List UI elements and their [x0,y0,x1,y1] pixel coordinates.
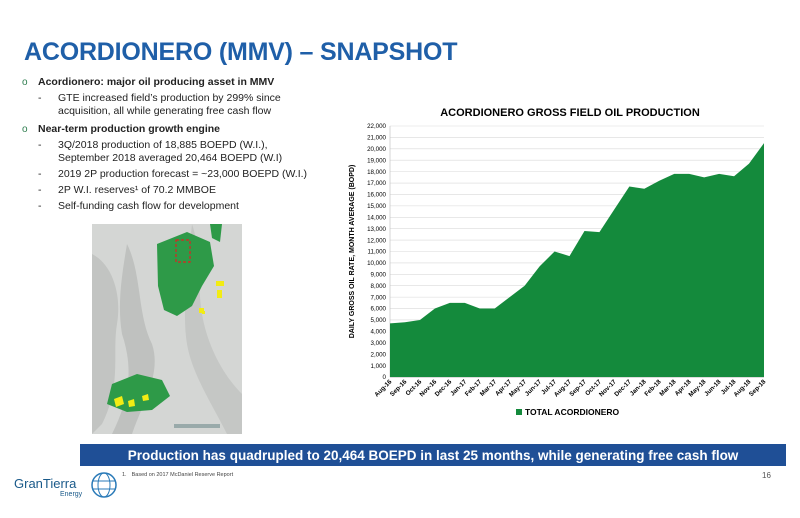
sub-bullet: - 3Q/2018 production of 18,885 BOEPD (W.… [22,139,352,165]
y-tick-label: 22,000 [367,123,386,130]
map-block [210,224,222,242]
y-tick-label: 20,000 [367,146,386,153]
map-block-yellow [202,311,205,314]
acordionero-highlight-box [175,239,191,263]
sub-bullet: - 2P W.I. reserves¹ of 70.2 MMBOE [22,184,352,197]
sub-bullet-line: acquisition, all while generating free c… [58,105,272,117]
y-tick-label: 2,000 [371,351,387,358]
sub-bullet-line: 3Q/2018 production of 18,885 BOEPD (W.I.… [58,139,268,151]
summary-banner: Production has quadrupled to 20,464 BOEP… [80,444,786,466]
y-tick-label: 5,000 [371,317,387,324]
y-tick-label: 18,000 [367,169,386,176]
legend-label: TOTAL ACORDIONERO [525,407,620,417]
bullet-list: o Acordionero: major oil producing asset… [22,76,352,218]
y-tick-label: 15,000 [367,203,386,210]
x-tick-label: Sep-18 [748,378,768,398]
y-tick-label: 6,000 [371,306,387,313]
series-area [390,143,764,377]
y-tick-label: 17,000 [367,180,386,187]
footnote-text: Based on 2017 McDaniel Reserve Report [131,472,234,478]
sub-bullet-marker: - [38,168,42,180]
bullet-item: o Acordionero: major oil producing asset… [22,76,352,89]
bullet-item: o Near-term production growth engine [22,123,352,136]
sub-bullet-line: September 2018 averaged 20,464 BOEPD (W.… [58,152,283,164]
sub-bullet-marker: - [38,139,42,151]
y-tick-label: 10,000 [367,260,386,267]
chart-title: ACORDIONERO GROSS FIELD OIL PRODUCTION [440,107,700,119]
logo-subtitle: Energy [60,491,83,498]
company-logo: GranTierra Energy [14,471,124,501]
sub-bullet-marker: - [38,92,42,104]
y-tick-label: 0 [383,374,387,381]
footnote: 1. Based on 2017 McDaniel Reserve Report [122,472,233,478]
sub-bullet-text: 2P W.I. reserves¹ of 70.2 MMBOE [58,184,216,196]
bullet-marker: o [22,124,28,135]
map-scale-bar [174,424,220,428]
chart-area-layer [390,143,764,377]
bullet-heading: Near-term production growth engine [38,123,221,135]
map-block-yellow [217,290,222,298]
sub-bullet-marker: - [38,184,42,196]
map-block-yellow [114,396,124,407]
sub-bullet: - Self-funding cash flow for development [22,200,352,213]
y-tick-label: 11,000 [368,249,387,256]
footnote-number: 1. [122,472,127,478]
legend-swatch [516,409,522,415]
y-tick-label: 7,000 [371,294,387,301]
page-title: ACORDIONERO (MMV) – SNAPSHOT [24,38,458,66]
y-tick-label: 1,000 [371,363,387,370]
y-tick-label: 4,000 [371,329,387,336]
map-block-yellow [142,394,149,401]
y-tick-label: 19,000 [367,157,386,164]
map-block-yellow [199,308,204,313]
map-terrain [184,224,242,434]
sub-bullet-text: 2019 2P production forecast = ~23,000 BO… [58,168,308,180]
y-axis-label: DAILY GROSS OIL RATE, MONTH AVERAGE (BOP… [349,165,356,339]
map-block-yellow [216,281,224,286]
sub-bullet-text: GTE increased field’s production by 299%… [58,92,281,118]
chart-legend: TOTAL ACORDIONERO [516,407,620,417]
page-number: 16 [762,471,771,480]
production-chart: ACORDIONERO GROSS FIELD OIL PRODUCTION 0… [349,107,768,417]
x-tick-labels: Aug-16Sep-16Oct-16Nov-16Dec-16Jan-17Feb-… [373,378,767,398]
sub-bullet-text: 3Q/2018 production of 18,885 BOEPD (W.I.… [58,139,282,165]
y-tick-label: 21,000 [367,135,386,142]
map-block-mmv [157,232,214,316]
bullet-marker: o [22,77,28,88]
y-tick-label: 14,000 [367,214,386,221]
map-block-yellow [128,399,135,407]
bullet-heading: Acordionero: major oil producing asset i… [38,76,275,88]
sub-bullet-text: Self-funding cash flow for development [58,200,239,212]
x-tick-label: Sep-16 [389,378,409,398]
sub-bullet: - 2019 2P production forecast = ~23,000 … [22,168,352,181]
sub-bullet-marker: - [38,200,42,212]
y-tick-label: 3,000 [371,340,387,347]
colombia-map [92,224,242,434]
y-tick-label: 9,000 [371,272,387,279]
sub-bullet-line: GTE increased field’s production by 299%… [58,92,281,104]
bullet-group: o Near-term production growth engine - 3… [22,123,352,213]
x-tick-label: Sep-17 [568,378,588,398]
globe-icon [91,472,117,498]
bullet-group: o Acordionero: major oil producing asset… [22,76,352,118]
y-tick-labels: 0 1,000 2,000 3,000 4,000 5,000 6,000 7,000 8,00… [367,123,386,381]
y-tick-label: 12,000 [367,237,386,244]
y-tick-label: 16,000 [367,192,386,199]
y-tick-label: 8,000 [371,283,387,290]
sub-bullet: - GTE increased field’s production by 29… [22,92,352,118]
y-tick-label: 13,000 [367,226,386,233]
logo-wordmark: GranTierra [14,476,77,491]
x-tick-label: Jun-18 [703,378,723,398]
x-tick-label: Jun-17 [524,378,544,398]
